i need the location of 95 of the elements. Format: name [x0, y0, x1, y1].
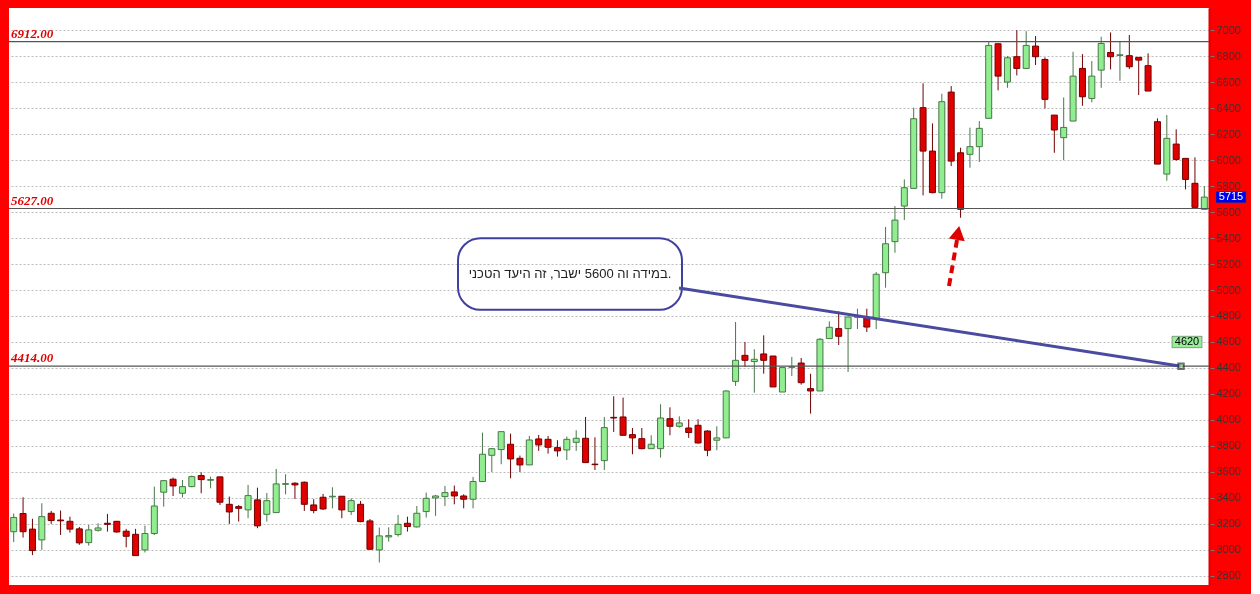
candlestick [197, 471, 205, 494]
candlestick [572, 429, 580, 452]
candlestick [507, 433, 515, 479]
candlestick [441, 485, 449, 507]
candlestick [300, 481, 308, 512]
candlestick [760, 334, 768, 375]
candlestick [1022, 30, 1030, 69]
candlestick [57, 510, 65, 536]
candlestick [807, 373, 815, 415]
candlestick [394, 514, 402, 538]
y-tick-label: 3600 [1216, 465, 1241, 478]
ref-line-label: 4414.00 [10, 350, 54, 366]
candlestick [619, 397, 627, 436]
candlestick [844, 316, 852, 373]
candlestick [1032, 35, 1040, 66]
candlestick [975, 120, 983, 163]
candlestick [966, 127, 974, 169]
candlestick [694, 418, 702, 445]
candlestick [141, 525, 149, 554]
candlestick [1107, 31, 1115, 70]
candlestick [544, 435, 552, 455]
y-tick-label: 3200 [1216, 517, 1241, 530]
candlestick [94, 522, 102, 533]
candlestick [1050, 114, 1058, 154]
candlestick [703, 429, 711, 457]
y-tick-label: 2800 [1216, 569, 1241, 582]
candlestick [1013, 29, 1021, 76]
candlestick [1125, 34, 1133, 70]
y-tick-label: 5400 [1216, 231, 1241, 244]
candlestick [563, 436, 571, 461]
candlestick [28, 518, 36, 556]
candlestick [516, 455, 524, 473]
candlestick [891, 205, 899, 254]
y-tick-label: 5600 [1216, 205, 1241, 218]
y-tick-label: 6000 [1216, 153, 1241, 166]
candlestick [732, 321, 740, 387]
candlestick [610, 395, 618, 433]
candlestick [1116, 41, 1124, 82]
candlestick [750, 348, 758, 394]
candlestick [85, 524, 93, 547]
y-tick-label: 3800 [1216, 439, 1241, 452]
annotation: במידה וה 5600 ישבר, זה היעד הטכני. [468, 266, 672, 281]
y-tick-label: 3400 [1216, 491, 1241, 504]
y-tick-label: 6400 [1216, 101, 1241, 114]
candlestick [263, 492, 271, 523]
candlestick [497, 431, 505, 465]
candlestick [741, 341, 749, 368]
annotation: 4620 [1174, 335, 1200, 347]
y-tick-label: 6800 [1216, 49, 1241, 62]
y-tick-label: 5800 [1216, 179, 1241, 192]
candlestick [666, 406, 674, 436]
candlestick [1135, 56, 1143, 96]
candlestick [38, 502, 46, 551]
candlestick [1172, 128, 1180, 162]
candlestick [488, 447, 496, 473]
candlestick [900, 178, 908, 221]
y-tick-label: 4400 [1216, 361, 1241, 374]
candlestick [169, 477, 177, 497]
y-tick-label: 6200 [1216, 127, 1241, 140]
ref-line-label: 6912.00 [11, 25, 54, 41]
y-tick-label: 4200 [1216, 387, 1241, 400]
candlestick [160, 480, 168, 508]
candlestick [797, 357, 805, 386]
y-tick-label: 7000 [1216, 23, 1241, 36]
candlestick [1088, 60, 1096, 103]
y-tick-label: 6600 [1216, 75, 1241, 88]
candlestick [685, 418, 693, 439]
candlestick [291, 481, 299, 500]
candlestick [628, 427, 636, 455]
y-tick-label: 4000 [1216, 413, 1241, 426]
candlestick [450, 485, 458, 505]
y-tick-label: 4800 [1216, 309, 1241, 322]
text: 5715 [1218, 190, 1244, 203]
y-tick-label: 5200 [1216, 257, 1241, 270]
candlestick [422, 492, 430, 519]
candlestick [19, 496, 27, 539]
y-tick-label: 5000 [1216, 283, 1241, 296]
candlestick [225, 496, 233, 525]
candlestick [1182, 157, 1190, 190]
y-tick-label: 3000 [1216, 543, 1241, 556]
candlestick [1200, 185, 1208, 210]
ref-line-label: 5627.00 [11, 192, 54, 208]
candlestick [132, 528, 140, 557]
candlestick [413, 505, 421, 529]
candlestick [282, 473, 290, 495]
candlestick [1060, 96, 1068, 161]
y-tick-label: 4600 [1216, 335, 1241, 348]
candlestick [244, 484, 252, 519]
candlestick [10, 513, 18, 543]
candlestick [375, 527, 383, 564]
candlestick [713, 425, 721, 451]
candlestick [591, 436, 599, 471]
candlestick [469, 476, 477, 509]
candlestick [328, 486, 336, 509]
candlestick [122, 528, 130, 548]
